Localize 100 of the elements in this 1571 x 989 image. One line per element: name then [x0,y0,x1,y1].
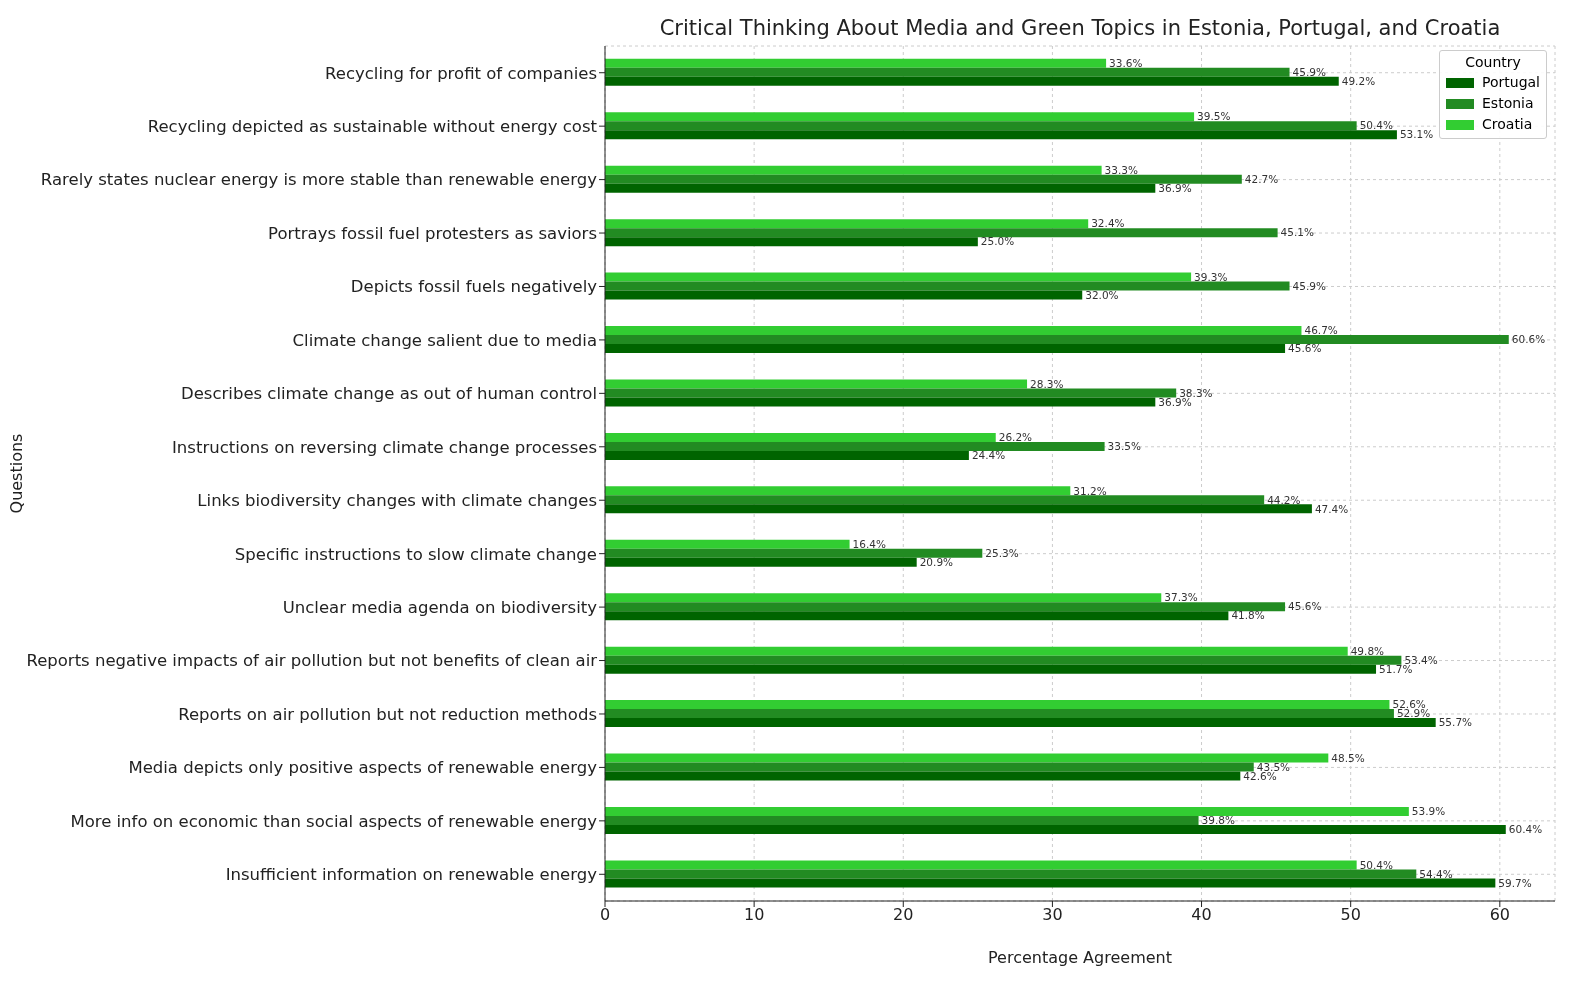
data-label: 53.9% [1411,805,1446,818]
data-label: 33.6% [1109,57,1143,69]
data-label: 25.0% [980,235,1015,248]
y-tick-label: Specific instructions to slow climate change [234,544,597,564]
y-tick-label: Recycling for profit of companies [325,63,597,83]
bar [605,548,983,558]
bar [605,121,1357,131]
data-label: 45.6% [1288,600,1322,613]
y-tick-label: Reports negative impacts of air pollution but not benefits of clean air [26,651,598,671]
data-label: 39.3% [1194,270,1228,283]
data-label: 44.2% [1267,493,1301,506]
legend-label: Croatia [1482,115,1533,134]
data-label: 33.3% [1104,163,1138,176]
bar [605,557,917,567]
data-label: 26.2% [998,431,1033,444]
x-tick-label: 20 [893,905,914,925]
data-label: 41.8% [1231,609,1265,622]
y-tick-label: Reports on air pollution but not reduction methods [178,704,597,724]
bar [605,709,1394,719]
legend-label: Estonia [1482,94,1534,113]
data-label: 50.4% [1359,858,1394,871]
bar [605,450,969,460]
bar [605,388,1177,398]
data-label: 39.8% [1201,814,1235,827]
data-label: 28.3% [1030,377,1064,390]
bar [605,432,996,442]
bar [605,130,1397,140]
x-tick-label: 30 [1042,905,1063,925]
bar [605,593,1162,603]
bar [605,815,1199,825]
bar [605,281,1290,291]
bar [605,860,1357,870]
bar [605,397,1156,407]
y-tick-label: Portrays fossil fuel protesters as saviors [268,223,597,243]
bar [605,486,1071,496]
y-tick-label: Unclear media agenda on biodiversity [282,597,598,617]
data-label: 45.1% [1280,226,1314,239]
x-tick-label: 60 [1489,905,1510,925]
bar [605,664,1377,674]
data-label: 37.3% [1164,591,1198,604]
bar [605,753,1329,763]
data-label: 50.4% [1359,119,1394,132]
y-tick-label: Links biodiversity changes with climate changes [197,491,597,511]
bar [605,869,1417,879]
data-label: 42.7% [1244,172,1279,185]
bar [605,504,1312,514]
data-label: 47.4% [1314,502,1349,515]
data-label: 45.6% [1288,342,1322,355]
data-label: 45.9% [1292,279,1326,292]
data-label: 32.4% [1091,217,1125,230]
bar [605,771,1241,781]
data-label: 59.7% [1498,876,1532,889]
x-tick-label: 10 [743,905,765,925]
y-axis-title: Questions [6,433,26,514]
bar [605,76,1339,86]
bar [605,539,850,549]
bar [605,602,1286,612]
data-label: 45.9% [1292,66,1326,78]
y-tick-label: Rarely states nuclear energy is more stable than renewable energy [40,170,598,190]
bar [605,441,1105,451]
y-tick-label: Describes climate change as out of human control [181,384,597,404]
data-label: 55.7% [1438,716,1473,729]
bar [605,824,1506,834]
bar [605,237,978,247]
y-tick-label: Depicts fossil fuels negatively [350,277,598,297]
legend-title: Country [1464,54,1522,70]
bar [605,219,1089,229]
data-label: 24.4% [971,449,1006,462]
bar [605,326,1302,336]
x-tick-label: 50 [1340,905,1361,925]
bar [605,700,1390,710]
data-label: 16.4% [852,537,886,550]
y-tick-label: Recycling depicted as sustainable without energy cost [147,117,598,137]
bar [605,379,1028,389]
data-label: 20.9% [919,555,954,568]
data-label: 32.0% [1085,288,1119,301]
y-tick-label: More info on economic than social aspects of renewable energy [70,811,598,831]
bar [605,878,1496,888]
data-label: 49.8% [1350,644,1385,657]
bar [605,272,1192,282]
bar [605,335,1509,345]
data-label: 25.3% [985,546,1019,559]
y-tick-label: Climate change salient due to media [292,330,597,350]
bar [605,174,1242,184]
data-label: 31.2% [1073,484,1107,497]
data-label: 39.5% [1197,110,1231,123]
bar [605,165,1102,175]
bar [605,344,1286,354]
y-tick-label: Instructions on reversing climate change processes [172,437,597,457]
data-label: 46.7% [1304,324,1338,337]
data-label: 49.2% [1341,75,1376,87]
legend-label: Portugal [1482,73,1540,92]
bar [605,646,1348,656]
bar [605,58,1107,68]
data-label: 53.1% [1399,128,1434,141]
bar [605,112,1195,122]
data-label: 60.4% [1508,823,1543,836]
bar [605,762,1254,772]
bar [605,67,1290,77]
bar [605,228,1278,238]
